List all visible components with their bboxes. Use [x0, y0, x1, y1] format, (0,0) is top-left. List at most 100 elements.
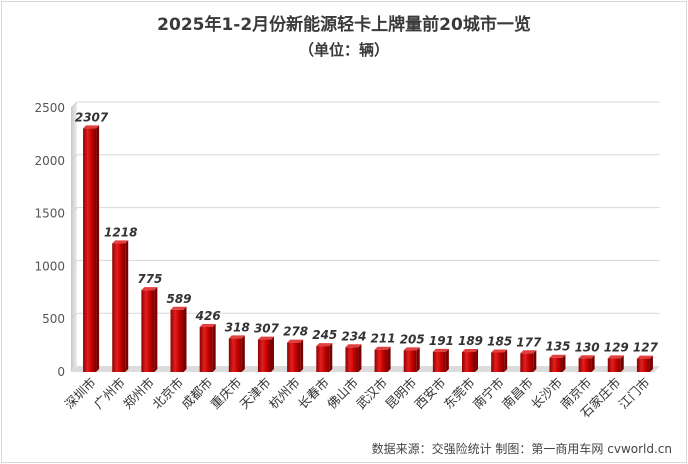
y-tick-label: 0 [57, 365, 65, 379]
x-tick-label: 佛山市 [324, 375, 361, 412]
bar-side [591, 355, 595, 372]
x-tick-label: 北京市 [149, 375, 186, 412]
data-label: 135 [545, 340, 570, 354]
bar-top [520, 350, 537, 354]
bar-side [212, 324, 216, 372]
bar [607, 355, 624, 372]
bar-front [636, 358, 650, 372]
data-label: 1218 [104, 225, 137, 239]
x-tick-label: 江门市 [616, 375, 653, 412]
bar [345, 344, 362, 372]
bar [403, 347, 420, 372]
bars-layer [83, 125, 653, 372]
bar [112, 240, 129, 372]
bar [257, 336, 274, 372]
bar-front [403, 350, 417, 372]
bar [462, 349, 479, 372]
bar [83, 125, 100, 372]
bar-top [112, 240, 129, 244]
bar-side [533, 350, 537, 372]
data-label: 211 [371, 332, 396, 346]
data-label: 245 [312, 328, 337, 342]
y-tick-label: 1500 [34, 207, 65, 221]
bar-front [141, 290, 155, 372]
bar-side [562, 354, 566, 372]
x-tick-label: 东莞市 [441, 375, 478, 412]
bar-side [96, 125, 100, 372]
data-label: 189 [458, 334, 483, 348]
bar-top [578, 355, 595, 359]
data-label: 318 [225, 320, 250, 334]
data-label: 177 [516, 335, 542, 349]
bar-top [316, 343, 333, 347]
bar-side [270, 336, 274, 372]
x-tick-label: 重庆市 [207, 375, 244, 412]
floor [71, 366, 660, 372]
bar-front [287, 342, 301, 372]
bar [491, 349, 508, 372]
x-tick-label: 杭州市 [266, 375, 303, 412]
bar-front [520, 353, 534, 372]
bar-side [475, 349, 479, 372]
bar [578, 355, 595, 372]
data-label: 589 [166, 292, 191, 306]
x-tick-label: 长沙市 [528, 375, 565, 412]
bar-top [228, 335, 245, 339]
gridline-wall [70, 101, 78, 109]
bar-top [199, 324, 216, 328]
gridline-wall [70, 260, 78, 267]
bar-side [125, 240, 129, 372]
bar-side [620, 355, 624, 372]
bar [316, 343, 333, 372]
bar [170, 306, 187, 372]
y-tick-label: 2500 [34, 101, 65, 115]
y-tick-label: 500 [42, 312, 65, 326]
bar-side [329, 343, 333, 372]
bar-top [374, 346, 391, 350]
bar [199, 324, 216, 372]
bar-front [607, 358, 621, 372]
bar-front [374, 349, 388, 372]
bar-front [316, 346, 330, 372]
data-label: 278 [283, 325, 308, 339]
data-label: 234 [341, 329, 366, 343]
bar-front [199, 327, 213, 372]
bar-side [358, 344, 362, 372]
bar-top [403, 347, 420, 351]
x-tick-label: 深圳市 [62, 375, 99, 412]
bar [549, 354, 566, 372]
x-tick-label: 长春市 [295, 375, 332, 412]
data-label: 130 [575, 340, 600, 354]
bar [141, 287, 158, 372]
bar-front [432, 351, 446, 372]
x-tick-label: 西安市 [411, 375, 448, 412]
bar-top [141, 287, 158, 291]
bar-top [287, 339, 304, 343]
bar-front [228, 338, 242, 372]
bar-top [345, 344, 362, 348]
labels-layer: 2307 深圳市 1218 广州市 775 郑州市 589 北京市 426 成都市 318 重庆市 30… [62, 110, 659, 420]
bar-front [549, 357, 563, 372]
data-label: 2307 [75, 110, 109, 124]
data-label: 129 [604, 340, 629, 354]
x-tick-label: 广州市 [91, 375, 128, 412]
y-tick-label: 2000 [34, 154, 65, 168]
bar-top [83, 125, 100, 129]
data-label: 185 [487, 334, 512, 348]
bar-side [387, 346, 391, 372]
bar-front [345, 347, 359, 372]
bar-side [416, 347, 420, 372]
bar-side [504, 349, 508, 372]
chart-subtitle: （单位：辆） [298, 41, 389, 59]
bar-front [491, 352, 505, 372]
x-tick-label: 南宁市 [470, 375, 507, 412]
axis-layer: 0 500 1000 1500 2000 2500 [34, 101, 660, 379]
bar-top [607, 355, 624, 359]
bar-front [83, 128, 97, 372]
gridline-wall [70, 207, 78, 214]
bar [374, 346, 391, 372]
data-label: 307 [254, 322, 280, 336]
bar [636, 355, 653, 372]
